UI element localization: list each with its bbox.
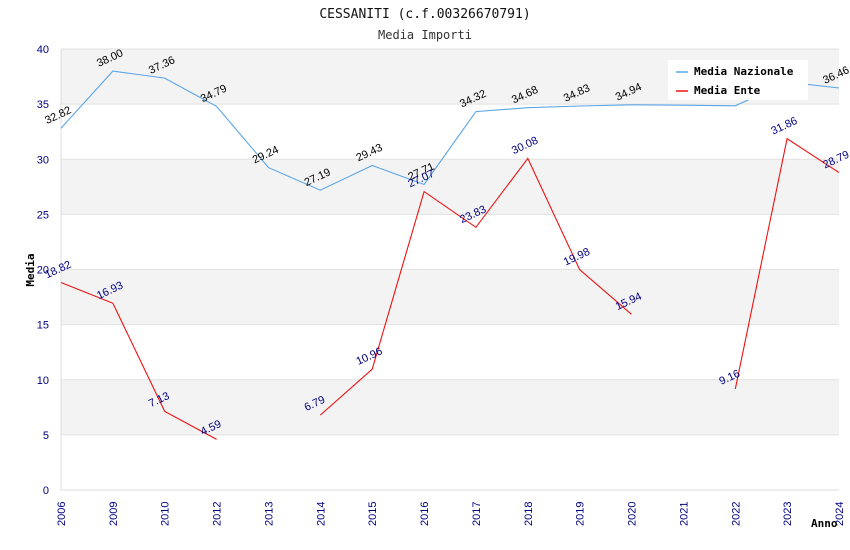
grid-band — [61, 159, 839, 215]
x-tick-label: 2018 — [523, 502, 535, 526]
x-tick-label: 2021 — [678, 502, 690, 526]
x-tick-label: 2015 — [367, 502, 379, 526]
x-tick-label: 2017 — [471, 502, 483, 526]
x-tick-label: 2009 — [108, 502, 120, 526]
legend-label-media-nazionale: Media Nazionale — [694, 65, 794, 78]
y-tick-label: 20 — [37, 265, 49, 277]
x-tick-label: 2014 — [315, 502, 327, 526]
y-tick-label: 5 — [43, 430, 49, 442]
grid-band — [61, 104, 839, 160]
series-media-nazionale — [60, 70, 840, 191]
series-media-ente — [60, 137, 840, 440]
x-tick-label: 2023 — [782, 502, 794, 526]
x-tick-label: 2010 — [160, 502, 172, 526]
series-line — [60, 70, 840, 191]
x-tick-label: 2019 — [575, 502, 587, 526]
y-axis-label: Media — [24, 253, 37, 286]
grid-bands — [61, 49, 839, 490]
series-line — [319, 157, 632, 416]
x-tick-label: 2016 — [419, 502, 431, 526]
grid-band — [61, 214, 839, 270]
x-tick-label: 2022 — [730, 502, 742, 526]
y-tick-label: 25 — [37, 209, 49, 221]
legend-box — [668, 60, 808, 100]
chart-subtitle: Media Importi — [378, 28, 472, 42]
y-tick-label: 40 — [37, 44, 49, 56]
grid-band — [61, 324, 839, 380]
grid-lines — [60, 48, 839, 491]
y-tick-label: 35 — [37, 99, 49, 111]
grid-band — [61, 434, 839, 490]
x-tick-label: 2012 — [212, 502, 224, 526]
legend: Media Nazionale Media Ente — [668, 60, 808, 100]
y-tick-label: 30 — [37, 154, 49, 166]
x-tick-label: 2020 — [627, 502, 639, 526]
legend-label-media-ente: Media Ente — [694, 84, 761, 97]
x-axis-label: Anno — [811, 517, 838, 530]
grid-band — [61, 269, 839, 325]
series-line — [734, 137, 840, 390]
x-tick-label: 2006 — [56, 502, 68, 526]
y-tick-label: 15 — [37, 320, 49, 332]
grid-band — [61, 379, 839, 435]
x-axis-ticks: 2006 2009 2010 2012 2013 2014 2015 2016 2017 2018… — [56, 502, 846, 526]
chart-title: CESSANITI (c.f.00326670791) — [319, 7, 530, 22]
y-tick-label: 0 — [43, 485, 49, 497]
y-tick-label: 10 — [37, 375, 49, 387]
x-tick-label: 2024 — [834, 502, 846, 526]
series-line — [60, 281, 217, 440]
x-tick-label: 2013 — [263, 502, 275, 526]
y-axis-ticks: 0 5 10 15 20 25 30 35 40 — [37, 44, 49, 497]
